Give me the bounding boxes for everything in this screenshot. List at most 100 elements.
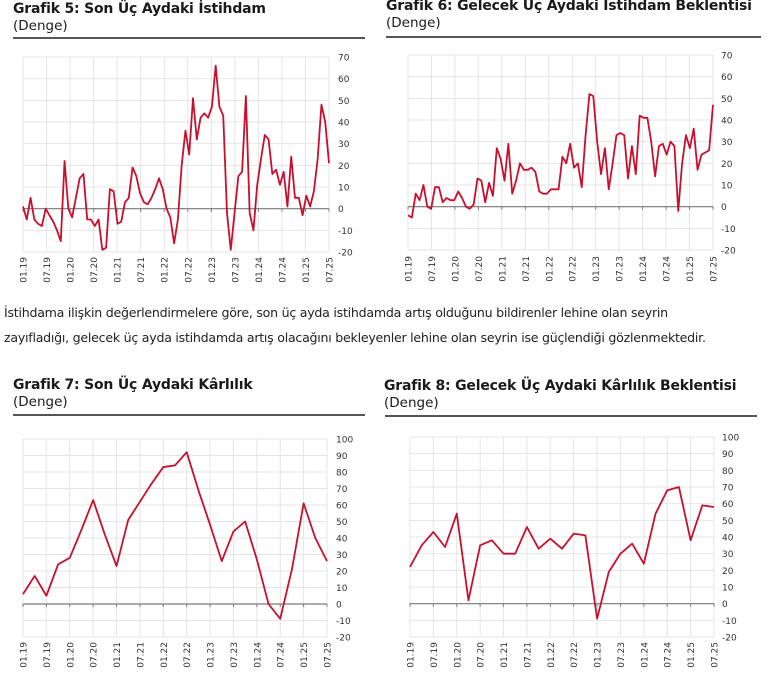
- x-tick-label: 01.25: [687, 642, 697, 668]
- x-tick-label: 07.21: [523, 642, 533, 668]
- x-tick-label: 07.19: [430, 642, 440, 668]
- y-tick-label: -10: [722, 617, 737, 627]
- x-tick-label: 01.21: [498, 256, 508, 282]
- x-tick-label: 07.24: [277, 642, 287, 668]
- x-tick-label: 01.25: [302, 257, 312, 283]
- y-tick-label: -10: [721, 225, 736, 235]
- body-paragraph: İstihdama ilişkin değerlendirmelere göre…: [4, 300, 769, 350]
- chart-panel-g7: Grafik 7: Son Üç Aydaki Kârlılık (Denge): [13, 377, 365, 410]
- x-tick-label: 07.22: [570, 642, 580, 668]
- series-line: [407, 93, 714, 219]
- y-tick-label: 30: [721, 138, 733, 148]
- x-tick-label: 07.20: [90, 257, 100, 283]
- chart-title: Grafik 7: Son Üç Aydaki Kârlılık: [13, 377, 253, 393]
- chart-g6: -20 -10 0 10 20 30 40 50 60 70 01.19 07.19 01.20 07.2…: [405, 52, 736, 282]
- y-tick-label: 30: [338, 140, 350, 150]
- title-divider: [13, 37, 365, 39]
- x-tick-label: 01.24: [255, 257, 265, 283]
- x-tick-label: 01.22: [545, 256, 555, 282]
- x-tick-label: 01.23: [592, 256, 602, 282]
- x-tick-label: 07.19: [43, 642, 53, 668]
- x-tick-label: 07.22: [183, 642, 193, 668]
- x-tick-label: 07.24: [663, 256, 673, 282]
- chart-subtitle: (Denge): [13, 394, 68, 410]
- x-tick-label: 07.25: [710, 256, 720, 282]
- y-tick-label: 40: [722, 534, 734, 544]
- series-line: [22, 64, 330, 251]
- x-tick-label: 07.24: [278, 257, 288, 283]
- y-tick-label: 30: [336, 551, 348, 561]
- x-tick-label: 07.23: [230, 642, 240, 668]
- x-tick-label: 07.19: [428, 256, 438, 282]
- y-tick-label: 0: [336, 601, 342, 611]
- y-tick-label: 100: [336, 436, 353, 446]
- y-tick-label: -20: [722, 634, 737, 644]
- y-tick-label: 50: [721, 95, 733, 105]
- x-tick-label: 01.22: [161, 257, 171, 283]
- chart-title: Grafik 6: Gelecek Üç Aydaki İstihdam Bek…: [386, 0, 752, 14]
- x-tick-label: 01.24: [253, 642, 263, 668]
- chart-g8: -20 -10 0 10 20 30 40 50 60 70 80 90 100 01.19 07.19 01…: [407, 434, 740, 668]
- x-tick-label: 07.19: [43, 257, 53, 283]
- y-tick-label: 0: [721, 203, 727, 213]
- x-tick-label: 01.22: [160, 642, 170, 668]
- x-tick-label: 07.23: [616, 256, 626, 282]
- y-tick-label: -10: [336, 617, 351, 627]
- title-divider: [385, 415, 757, 417]
- series-line: [409, 486, 715, 620]
- y-tick-label: 50: [338, 97, 350, 107]
- x-tick-label: 07.22: [184, 257, 194, 283]
- y-tick-label: -10: [338, 227, 353, 237]
- x-tick-label: 01.23: [207, 642, 217, 668]
- y-tick-label: -20: [721, 247, 736, 257]
- y-tick-label: 40: [336, 535, 348, 545]
- x-tick-label: 01.21: [113, 642, 123, 668]
- y-tick-label: 0: [338, 205, 344, 215]
- y-tick-label: 50: [722, 517, 734, 527]
- x-tick-label: 07.25: [324, 642, 334, 668]
- chart-title: Grafik 8: Gelecek Üç Aydaki Kârlılık Bek…: [384, 378, 737, 394]
- chart-g5: -20 -10 0 10 20 30 40 50 60 70 01.19 07.19 01.20 07.2…: [20, 54, 353, 283]
- x-tick-label: 07.23: [231, 257, 241, 283]
- y-tick-label: 10: [721, 182, 733, 192]
- y-tick-label: 90: [722, 450, 734, 460]
- y-tick-label: 70: [338, 54, 350, 64]
- y-tick-label: 0: [722, 600, 728, 610]
- y-tick-label: 90: [336, 452, 348, 462]
- chart-panel-g8: Grafik 8: Gelecek Üç Aydaki Kârlılık Bek…: [384, 378, 759, 411]
- x-tick-label: 01.25: [300, 642, 310, 668]
- x-tick-label: 07.21: [136, 642, 146, 668]
- y-tick-label: 40: [721, 117, 733, 127]
- y-tick-label: -20: [336, 634, 351, 644]
- chart-subtitle: (Denge): [13, 18, 68, 34]
- chart-g7: -20 -10 0 10 20 30 40 50 60 70 80 90 100 01.19 07.19 01…: [20, 436, 354, 668]
- y-tick-label: 100: [722, 434, 739, 444]
- x-tick-label: 01.24: [640, 642, 650, 668]
- x-tick-label: 01.20: [451, 256, 461, 282]
- x-tick-label: 01.19: [20, 642, 30, 668]
- y-tick-label: 70: [722, 484, 734, 494]
- y-tick-label: 70: [721, 52, 733, 62]
- y-tick-label: 10: [338, 184, 350, 194]
- title-divider: [13, 414, 365, 416]
- y-tick-label: 20: [338, 162, 350, 172]
- paragraph-line: zayıfladığı, gelecek üç ayda istihdamda …: [4, 330, 706, 345]
- paragraph-line: İstihdama ilişkin değerlendirmelere göre…: [4, 305, 668, 320]
- x-tick-label: 01.20: [453, 642, 463, 668]
- y-tick-label: 10: [336, 584, 348, 594]
- x-tick-label: 07.25: [326, 257, 336, 283]
- x-tick-label: 01.23: [594, 642, 604, 668]
- x-tick-label: 01.20: [67, 257, 77, 283]
- x-tick-label: 07.23: [617, 642, 627, 668]
- y-tick-label: 60: [338, 75, 350, 85]
- x-tick-label: 07.24: [664, 642, 674, 668]
- y-tick-label: 70: [336, 485, 348, 495]
- x-tick-label: 01.24: [639, 256, 649, 282]
- x-tick-label: 01.22: [547, 642, 557, 668]
- y-tick-label: 20: [336, 568, 348, 578]
- y-tick-label: 60: [721, 73, 733, 83]
- x-tick-label: 01.25: [686, 256, 696, 282]
- chart-panel-g6: Grafik 6: Gelecek Üç Aydaki İstihdam Bek…: [386, 0, 761, 31]
- chart-title: Grafik 5: Son Üç Aydaki İstihdam: [13, 1, 266, 17]
- x-tick-label: 07.25: [711, 642, 721, 668]
